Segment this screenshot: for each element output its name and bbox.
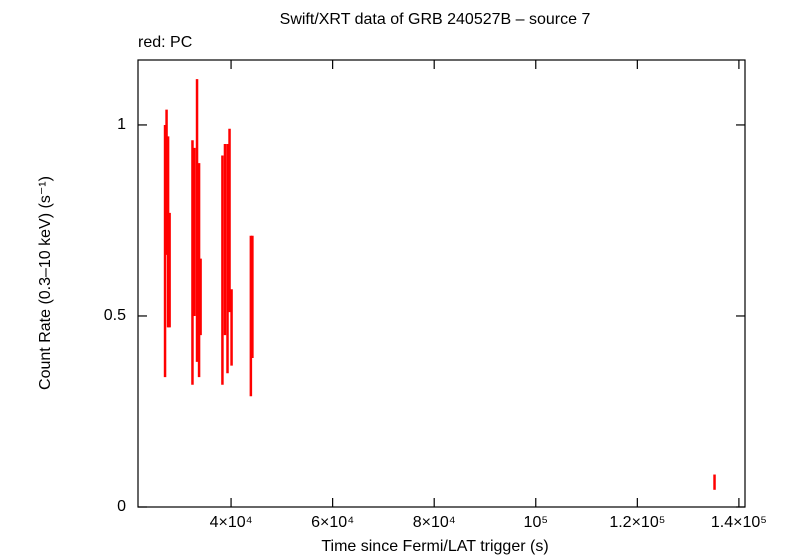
y-tick-label: 1 (117, 116, 126, 133)
chart-subtitle: red: PC (138, 34, 192, 51)
x-tick-label: 6×10⁴ (311, 514, 354, 531)
chart-title: Swift/XRT data of GRB 240527B – source 7 (280, 11, 591, 28)
x-tick-label: 4×10⁴ (210, 514, 253, 531)
x-tick-label: 1.4×10⁵ (711, 514, 767, 531)
x-tick-label: 8×10⁴ (413, 514, 456, 531)
x-tick-label: 10⁵ (524, 514, 548, 531)
y-tick-label: 0 (117, 498, 126, 515)
y-tick-label: 0.5 (104, 307, 126, 324)
plot-frame (137, 59, 746, 508)
y-axis-label: Count Rate (0.3–10 keV) (s⁻¹) (37, 176, 54, 390)
x-axis-label: Time since Fermi/LAT trigger (s) (321, 538, 548, 555)
x-tick-label: 1.2×10⁵ (609, 514, 665, 531)
